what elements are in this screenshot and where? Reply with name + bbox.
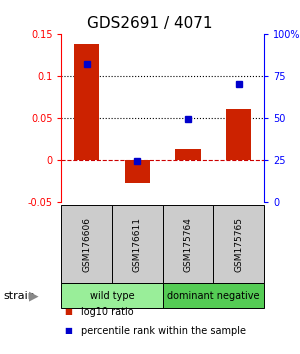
Text: GDS2691 / 4071: GDS2691 / 4071 — [87, 16, 213, 31]
Bar — [213, 205, 264, 283]
Bar — [61, 205, 112, 283]
Text: ▶: ▶ — [28, 289, 38, 302]
Bar — [176, 149, 201, 160]
Text: ■: ■ — [64, 326, 72, 336]
Text: GSM176611: GSM176611 — [133, 217, 142, 272]
Text: wild type: wild type — [90, 291, 134, 301]
Bar — [74, 44, 100, 160]
Text: GSM175764: GSM175764 — [184, 217, 193, 272]
Text: dominant negative: dominant negative — [167, 291, 260, 301]
Bar — [125, 160, 150, 183]
Bar — [163, 205, 213, 283]
Text: strain: strain — [3, 291, 35, 301]
Text: GSM175765: GSM175765 — [234, 217, 243, 272]
Bar — [226, 109, 251, 160]
Text: percentile rank within the sample: percentile rank within the sample — [81, 326, 246, 336]
Text: GSM176606: GSM176606 — [82, 217, 91, 272]
Bar — [61, 283, 163, 308]
Bar — [112, 205, 163, 283]
Text: log10 ratio: log10 ratio — [81, 307, 134, 316]
Bar — [163, 283, 264, 308]
Text: ■: ■ — [64, 307, 72, 316]
